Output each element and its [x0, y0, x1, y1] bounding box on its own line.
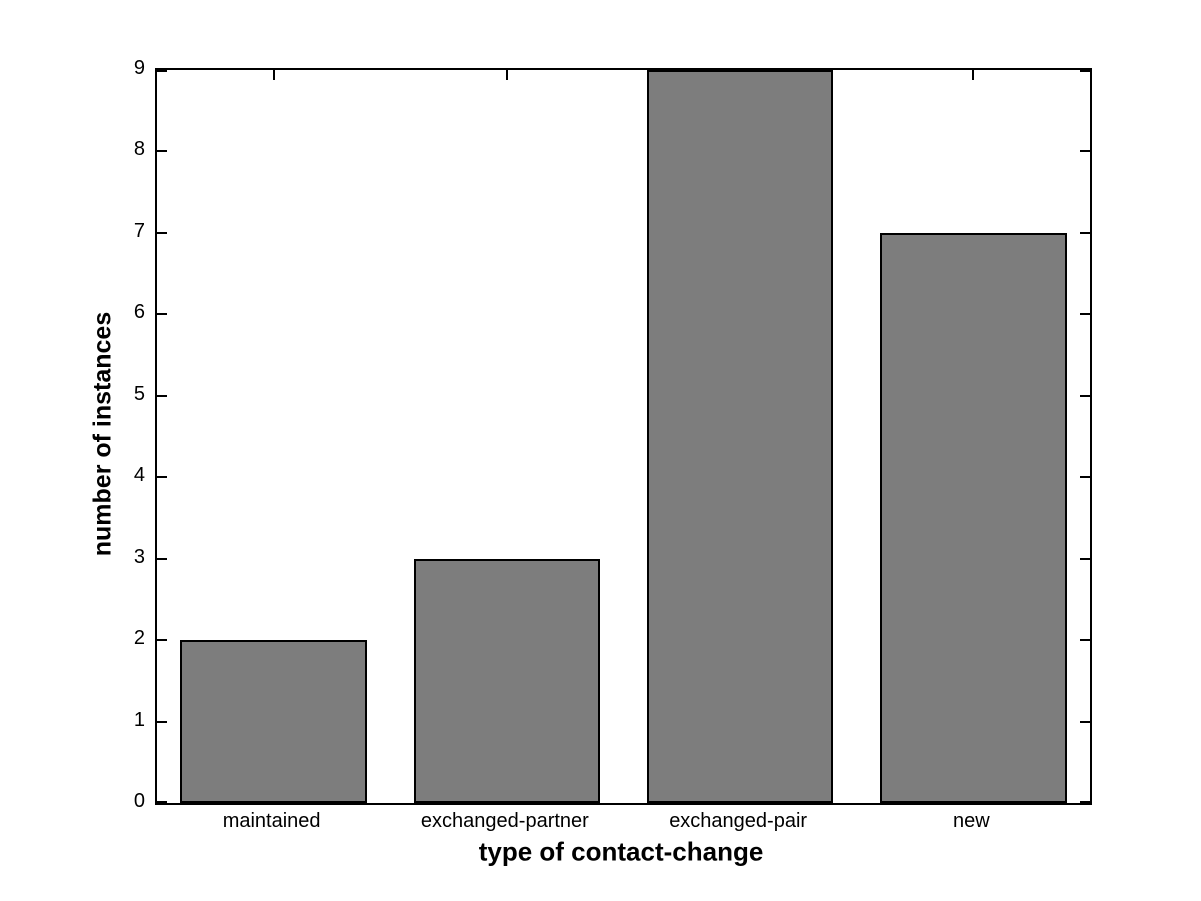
plot-area [155, 68, 1092, 805]
y-tick-label: 1 [133, 708, 145, 731]
x-tick-top [972, 70, 975, 80]
y-tick-label: 8 [133, 138, 145, 161]
y-tick-label: 5 [133, 382, 145, 405]
x-tick-label-exchanged-partner: exchanged-partner [420, 810, 589, 832]
y-tick-right [1080, 720, 1090, 723]
y-tick-left [157, 70, 167, 72]
y-tick-label: 2 [133, 627, 145, 650]
y-tick-left [157, 639, 167, 642]
y-tick-right [1080, 639, 1090, 642]
y-tick-label: 7 [133, 219, 145, 242]
y-tick-label: 9 [133, 57, 145, 79]
y-tick-left [157, 231, 167, 234]
y-tick-left [157, 313, 167, 316]
y-tick-right [1080, 557, 1090, 560]
y-tick-left [157, 394, 167, 397]
y-tick-right [1080, 801, 1090, 803]
y-tick-left [157, 476, 167, 479]
bar-exchanged-partner [413, 558, 601, 803]
y-tick-right [1080, 231, 1090, 234]
bar-new [880, 232, 1067, 803]
y-tick-label: 6 [133, 301, 145, 324]
x-tick-top [272, 70, 275, 80]
y-tick-left [157, 150, 167, 153]
y-tick-right [1080, 313, 1090, 316]
bar-exchanged-pair [646, 70, 834, 803]
y-tick-left [157, 720, 167, 723]
y-tick-right [1080, 70, 1090, 72]
y-tick-left [157, 557, 167, 560]
y-tick-right [1080, 150, 1090, 153]
y-tick-right [1080, 476, 1090, 479]
x-tick-label-maintained: maintained [222, 810, 321, 832]
x-tick-top [505, 70, 508, 80]
y-tick-label: 4 [133, 464, 145, 487]
x-axis-label: type of contact-change [478, 836, 764, 867]
x-tick-label-new: new [953, 810, 990, 832]
y-tick-label: 3 [133, 545, 145, 568]
y-tick-left [157, 801, 167, 803]
y-tick-label: 0 [133, 790, 145, 812]
y-tick-right [1080, 394, 1090, 397]
bar-maintained [180, 640, 367, 803]
y-axis-label: number of instances [88, 311, 117, 557]
x-tick-label-exchanged-pair: exchanged-pair [669, 810, 808, 832]
